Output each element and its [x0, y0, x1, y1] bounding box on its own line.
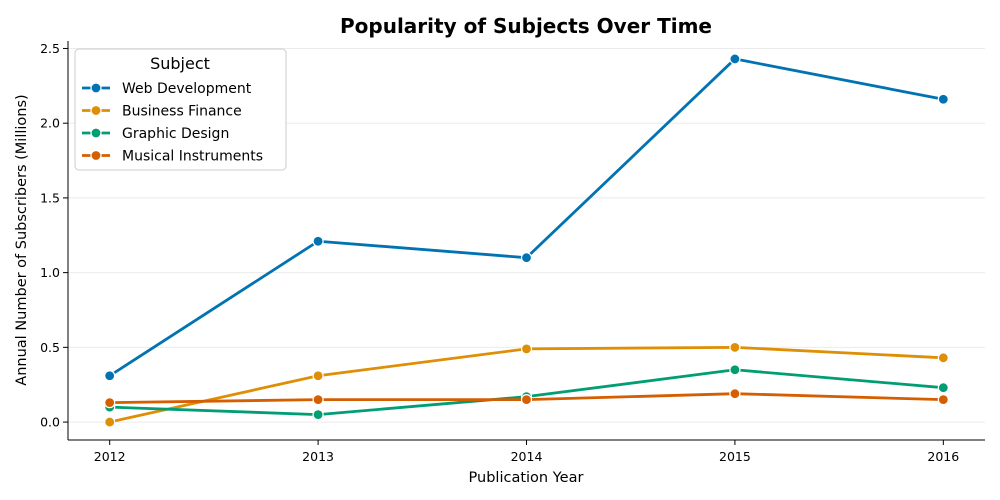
- data-point: [104, 397, 116, 409]
- data-point: [520, 343, 533, 355]
- legend-marker: [90, 127, 102, 139]
- data-point: [312, 408, 324, 421]
- data-point: [312, 370, 324, 382]
- legend-title: Subject: [150, 54, 210, 73]
- data-point: [520, 252, 533, 264]
- data-point: [104, 416, 116, 428]
- legend-label: Business Finance: [122, 104, 242, 120]
- data-point: [104, 370, 116, 382]
- data-point: [520, 394, 533, 406]
- legend-frame: [74, 48, 287, 171]
- data-point: [729, 364, 741, 376]
- data-point: [729, 53, 741, 65]
- y-tick-label: 1.0: [40, 265, 60, 280]
- data-point: [937, 394, 949, 406]
- legend-marker: [90, 104, 102, 117]
- x-ticks: 2012 2013 2014 2015 2016: [94, 440, 959, 464]
- y-tick-label: 0.5: [40, 340, 60, 355]
- data-point: [937, 93, 949, 105]
- data-point: [937, 382, 949, 394]
- legend-items: Web Development Business Finance Graphic D…: [82, 81, 263, 165]
- chart-title: Popularity of Subjects Over Time: [340, 14, 712, 38]
- legend-label: Musical Instruments: [122, 149, 263, 165]
- y-axis-label: Annual Number of Subscribers (Millions): [14, 94, 30, 385]
- x-tick-label: 2016: [927, 449, 959, 464]
- series-lines: [104, 53, 949, 428]
- x-axis-label: Publication Year: [469, 470, 584, 486]
- data-point: [937, 352, 949, 364]
- data-point: [729, 341, 741, 353]
- y-ticks: 0.0 0.5 1.0 1.5 2.0 2.5: [40, 41, 68, 430]
- data-point: [312, 394, 324, 406]
- x-tick-label: 2013: [302, 449, 334, 464]
- data-point: [729, 388, 741, 400]
- legend-marker: [90, 82, 102, 94]
- legend-marker: [90, 149, 102, 162]
- x-tick-label: 2014: [511, 449, 543, 464]
- y-tick-label: 0.0: [40, 415, 60, 430]
- y-tick-label: 2.5: [40, 41, 60, 56]
- y-tick-label: 1.5: [40, 190, 60, 205]
- y-tick-label: 2.0: [40, 116, 60, 131]
- legend-label: Web Development: [122, 81, 252, 97]
- legend: Subject Web Development Business Finance G…: [74, 48, 287, 171]
- legend-label: Graphic Design: [122, 126, 229, 142]
- x-tick-label: 2012: [94, 449, 126, 464]
- data-point: [312, 235, 324, 247]
- x-tick-label: 2015: [719, 449, 751, 464]
